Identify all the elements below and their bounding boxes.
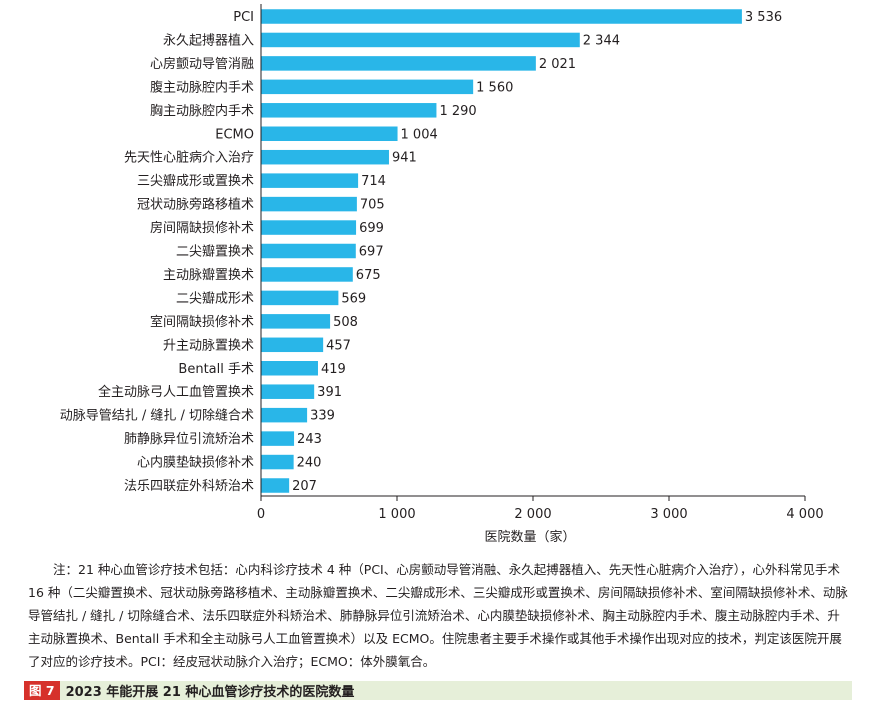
category-label: 二尖瓣成形术 (176, 291, 254, 306)
bar-chart: PCI 3 536 永久起搏器植入 2 344 心房颤动导管消融 2 021 腹主动脉腔内手… (60, 4, 824, 545)
bar (261, 407, 308, 423)
value-label: 675 (356, 268, 381, 283)
value-label: 457 (326, 338, 351, 353)
bar (261, 290, 339, 306)
x-tick-label: 3 000 (650, 507, 687, 522)
bars-layer: PCI 3 536 永久起搏器植入 2 344 心房颤动导管消融 2 021 腹主动脉腔内手… (60, 9, 782, 494)
value-label: 3 536 (745, 10, 782, 25)
category-label: 主动脉瓣置换术 (163, 268, 254, 283)
value-label: 1 004 (401, 127, 438, 142)
bar (261, 220, 357, 235)
bar (261, 103, 437, 118)
value-label: 1 290 (439, 104, 476, 119)
bar (261, 314, 331, 329)
category-label: 室间隔缺损修补术 (150, 314, 254, 330)
value-label: 2 021 (539, 57, 576, 72)
x-tick-label: 2 000 (514, 507, 551, 522)
x-tick-label: 0 (257, 507, 265, 522)
bar (261, 9, 742, 24)
value-label: 697 (359, 245, 384, 260)
category-label: 全主动脉弓人工血管置换术 (98, 384, 254, 400)
value-label: 1 560 (476, 80, 513, 95)
category-label: PCI (233, 10, 254, 25)
category-label: 心内膜垫缺损修补术 (137, 455, 254, 471)
bar (261, 196, 357, 212)
bar (261, 126, 398, 141)
figure-caption: 图 7 2023 年能开展 21 种心血管诊疗技术的医院数量 (24, 681, 852, 700)
bar (261, 337, 324, 353)
bar (261, 149, 389, 165)
x-tick-label: 1 000 (378, 507, 415, 522)
value-label: 243 (297, 432, 322, 447)
value-label: 941 (392, 151, 417, 166)
bar (261, 454, 294, 470)
category-label: ECMO (215, 127, 254, 142)
category-label: 永久起搏器植入 (163, 32, 254, 48)
value-label: 508 (333, 315, 358, 330)
figure-number-badge: 图 7 (24, 681, 60, 700)
bar (261, 361, 318, 376)
value-label: 391 (317, 385, 342, 400)
category-label: 动脉导管结扎 / 缝扎 / 切除缝合术 (60, 409, 254, 424)
value-label: 419 (321, 362, 346, 377)
bar (261, 384, 315, 399)
x-axis-title: 医院数量（家） (484, 529, 575, 545)
category-label: 先天性心脏病介入治疗 (124, 151, 254, 166)
bar (261, 431, 295, 446)
value-label: 699 (359, 221, 384, 236)
category-label: 腹主动脉腔内手术 (150, 79, 254, 95)
value-label: 714 (361, 174, 386, 189)
category-label: 法乐四联症外科矫治术 (124, 479, 254, 494)
bar (261, 478, 290, 493)
value-label: 569 (341, 291, 366, 306)
bar (261, 173, 359, 188)
category-label: 心房颤动导管消融 (150, 56, 254, 72)
x-tick-label: 4 000 (786, 507, 823, 522)
value-label: 2 344 (583, 33, 620, 48)
value-label: 705 (360, 198, 385, 213)
category-label: 三尖瓣成形或置换术 (137, 174, 254, 189)
category-label: 二尖瓣置换术 (176, 245, 254, 260)
category-label: 升主动脉置换术 (163, 338, 254, 353)
bar (261, 56, 536, 71)
bar (261, 32, 580, 48)
category-label: 冠状动脉旁路移植术 (137, 197, 254, 213)
bar (261, 267, 353, 282)
category-label: 肺静脉异位引流矫治术 (124, 432, 254, 447)
figure-note: 注：21 种心血管诊疗技术包括：心内科诊疗技术 4 种（PCI、心房颤动导管消融… (28, 562, 848, 669)
bar (261, 79, 474, 95)
category-label: Bentall 手术 (178, 362, 254, 377)
category-label: 房间隔缺损修补术 (150, 220, 254, 236)
axis-layer: 0 1 000 2 000 3 000 4 000 (257, 4, 824, 522)
figure-title: 2023 年能开展 21 种心血管诊疗技术的医院数量 (65, 685, 355, 700)
value-label: 240 (297, 456, 322, 471)
category-label: 胸主动脉腔内手术 (150, 103, 254, 119)
value-label: 207 (292, 479, 317, 494)
value-label: 339 (310, 409, 335, 424)
bar (261, 243, 356, 259)
